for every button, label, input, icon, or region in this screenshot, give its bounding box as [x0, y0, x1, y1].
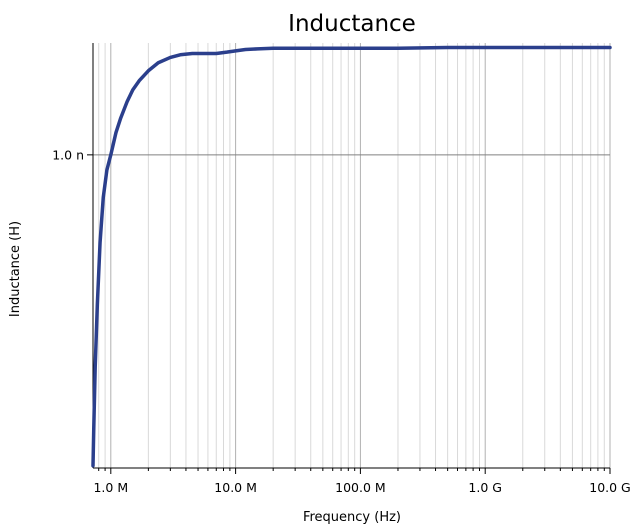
x-tick-label: 1.0 G — [468, 480, 502, 495]
chart-title: Inductance — [288, 11, 416, 37]
y-tick-label: 1.0 n — [52, 147, 84, 162]
x-axis-label: Frequency (Hz) — [303, 510, 401, 525]
series-layer — [91, 45, 612, 468]
x-tick-label: 100.0 M — [335, 480, 386, 495]
x-tick-label: 1.0 M — [93, 480, 128, 495]
x-tick-label: 10.0 M — [214, 480, 257, 495]
x-tick-labels: 1.0 M 10.0 M 100.0 M 1.0 G 10.0 G — [93, 480, 630, 495]
y-axis-label: Inductance (H) — [8, 221, 23, 317]
inductance-series-line — [91, 45, 612, 468]
grid-lines — [93, 43, 611, 468]
x-tick-label: 10.0 G — [589, 480, 631, 495]
y-tick-labels: 1.0 n — [52, 147, 84, 162]
